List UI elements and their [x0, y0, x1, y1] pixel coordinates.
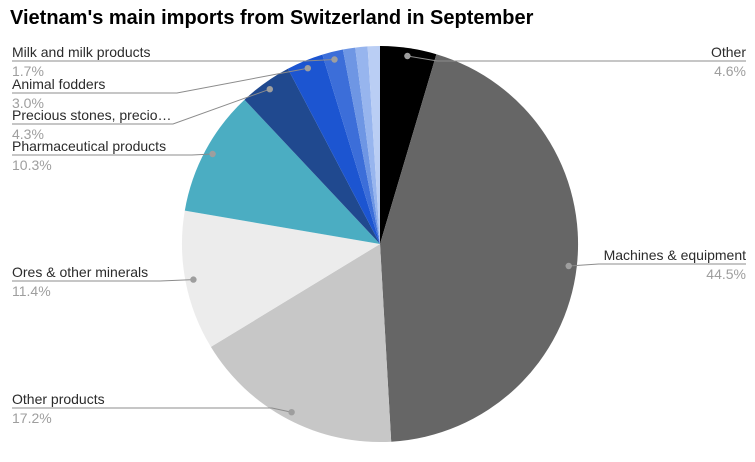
slice-percent-pharmaceutical-products: 10.3% [12, 157, 52, 173]
slice-label-machines-equipment: Machines & equipment [603, 247, 746, 263]
leader-line-pharmaceutical-products [12, 153, 213, 156]
pie-slice-machines-equipment[interactable] [380, 54, 579, 442]
leader-lines-group [12, 52, 746, 416]
slice-percent-machines-equipment: 44.5% [706, 266, 746, 282]
leader-dot-pharmaceutical-products [209, 150, 216, 158]
leader-line-precious-stones-precio [12, 88, 270, 125]
slice-percent-animal-fodders: 3.0% [12, 95, 44, 111]
slice-label-other: Other [710, 44, 746, 60]
pie-slice-pharmaceutical-products[interactable] [184, 99, 380, 244]
slice-label-pharmaceutical-products: Pharmaceutical products [12, 138, 167, 154]
leader-dot-milk-and-milk-products [331, 56, 338, 63]
slice-percent-ores-other-minerals: 11.4% [12, 283, 51, 299]
leader-line-other-products [12, 407, 292, 413]
slice-label-other-products: Other products [12, 391, 105, 407]
slice-percent-precious-stones-precio: 4.3% [12, 126, 44, 142]
pie-slice-ores-other-minerals[interactable] [181, 210, 380, 347]
slice-label-ores-other-minerals: Ores & other minerals [12, 264, 149, 280]
leader-line-other [407, 55, 746, 62]
pie-slice-unlabeled-10[interactable] [367, 46, 380, 244]
leader-line-milk-and-milk-products [12, 59, 335, 62]
pie-slice-animal-fodders[interactable] [287, 54, 380, 244]
pie-slice-other-products[interactable] [210, 244, 392, 443]
slice-percent-other: 4.6% [714, 63, 746, 79]
chart-title: Vietnam's main imports from Switzerland … [10, 7, 534, 29]
leader-line-machines-equipment [568, 263, 746, 267]
leader-line-animal-fodders [12, 67, 308, 94]
pie-slice-unlabeled-8[interactable] [342, 47, 380, 244]
pie-slice-unlabeled-9[interactable] [355, 46, 380, 245]
slice-percent-milk-and-milk-products: 1.7% [12, 63, 44, 79]
slice-label-animal-fodders: Animal fodders [12, 76, 106, 92]
pie-slice-other[interactable] [380, 46, 437, 244]
pie-slice-milk-and-milk-products[interactable] [322, 49, 380, 245]
leader-dot-other-products [288, 409, 295, 416]
leader-dot-ores-other-minerals [190, 276, 197, 283]
slice-label-milk-and-milk-products: Milk and milk products [12, 44, 151, 60]
leader-dot-machines-equipment [565, 262, 572, 270]
leader-dot-animal-fodders [304, 65, 311, 72]
leader-line-ores-other-minerals [12, 279, 194, 282]
slice-percent-other-products: 17.2% [12, 410, 52, 426]
leader-dot-other [404, 52, 411, 60]
leader-dot-precious-stones-precio [266, 86, 273, 93]
slice-label-precious-stones-precio: Precious stones, precio… [12, 107, 172, 123]
pie-slice-precious-stones-precio[interactable] [244, 68, 381, 244]
